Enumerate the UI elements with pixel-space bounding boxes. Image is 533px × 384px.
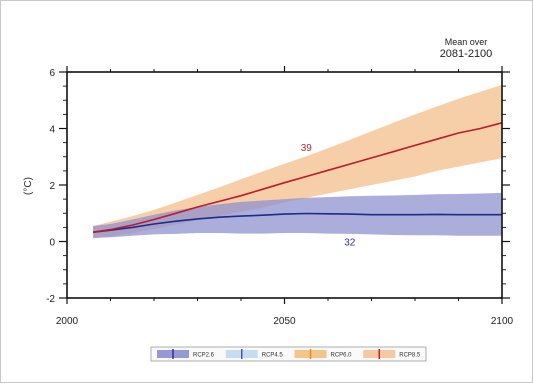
legend: RCP2.6 RCP4.5 RCP6.0 RCP8.5 (150, 346, 427, 362)
model-count-annotation: 32 (344, 238, 356, 249)
y-tick-label: 4 (49, 125, 55, 136)
model-count-annotation: 39 (301, 143, 313, 154)
x-tick-label: 2100 (491, 316, 514, 327)
corner-note-line-1: Mean over (445, 37, 488, 47)
uncertainty-band-rcp26 (93, 192, 502, 239)
y-tick-label: -2 (46, 294, 55, 305)
legend-label: RCP2.6 (193, 353, 215, 359)
legend-box (150, 346, 427, 362)
y-tick-label: 0 (49, 238, 55, 249)
y-tick-label: 2 (49, 181, 55, 192)
y-axis-label: (°C) (23, 177, 34, 195)
series-line-rcp26 (93, 212, 502, 233)
series-line-rcp85 (92, 122, 503, 233)
legend-label: RCP8.5 (399, 353, 421, 359)
x-tick-label: 2000 (56, 316, 79, 327)
x-tick-label: 2050 (273, 316, 296, 327)
legend-label: RCP4.5 (262, 353, 284, 359)
corner-note-line-2: 2081-2100 (440, 48, 493, 60)
legend-label: RCP6.0 (331, 353, 353, 359)
uncertainty-band-rcp85 (93, 84, 502, 239)
y-tick-label: 6 (49, 68, 55, 79)
